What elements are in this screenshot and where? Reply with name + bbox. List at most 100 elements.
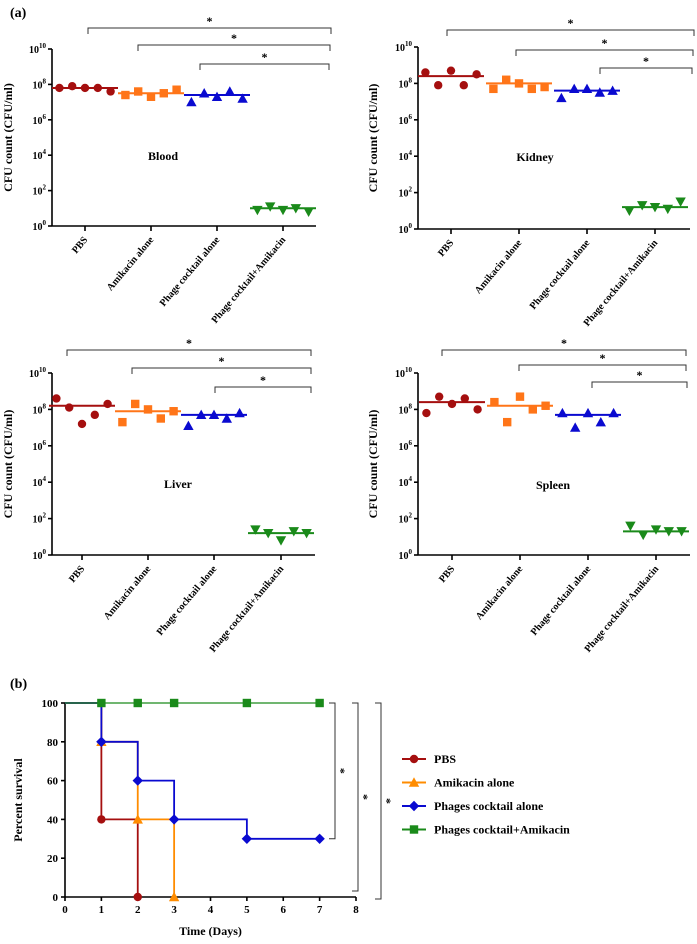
legend-marker [408, 777, 420, 787]
data-point [103, 399, 112, 409]
data-point [515, 392, 525, 401]
series-marker [314, 833, 325, 844]
y-tick-label: 100 [33, 219, 47, 233]
x-tick-label: 3 [171, 904, 177, 916]
data-point [288, 527, 299, 537]
y-tick-base: 10 [399, 152, 409, 163]
y-tick-label: 106 [399, 113, 413, 127]
x-tick-label: 5 [244, 904, 250, 916]
x-tick-label: 7 [317, 904, 323, 916]
panel-label-b: (b) [10, 677, 27, 692]
y-tick-label: 108 [399, 76, 413, 90]
data-point [211, 91, 223, 101]
x-tick-label: Phage cocktail+Amikacin [208, 564, 287, 655]
y-tick-base: 10 [33, 515, 43, 526]
significance-star: * [643, 54, 649, 68]
y-tick-exponent: 0 [409, 222, 413, 230]
y-tick-label: 1010 [29, 366, 47, 380]
y-tick-label: 102 [33, 184, 47, 198]
data-point [143, 405, 153, 414]
y-tick-exponent: 4 [409, 149, 413, 157]
data-point [527, 84, 536, 94]
legend-label: Phages cocktail alone [434, 799, 544, 813]
y-tick-label: 80 [47, 737, 59, 749]
y-tick-exponent: 8 [409, 402, 413, 410]
y-tick-label: 108 [399, 402, 413, 416]
y-tick-base: 10 [399, 79, 409, 90]
x-tick-label: Phage cocktail+Amikacin [582, 238, 661, 329]
y-tick-exponent: 6 [43, 439, 47, 447]
y-tick-base: 10 [33, 222, 43, 233]
y-tick-label: 100 [42, 698, 59, 710]
y-tick-exponent: 4 [43, 475, 47, 483]
y-tick-base: 10 [399, 478, 409, 489]
data-point [503, 417, 512, 427]
series-line [65, 702, 320, 840]
x-tick-label: 2 [135, 904, 141, 916]
y-tick-exponent: 10 [405, 40, 413, 48]
significance-star: * [380, 798, 394, 804]
series-marker [315, 698, 324, 708]
y-tick-exponent: 4 [409, 475, 413, 483]
y-tick-base: 10 [399, 225, 409, 236]
y-tick-label: 1010 [29, 42, 47, 56]
y-tick-label: 106 [399, 439, 413, 453]
data-point [250, 525, 261, 535]
significance-star: * [357, 794, 371, 800]
y-tick-base: 10 [29, 369, 39, 380]
x-tick-label: Amikacin alone [473, 237, 525, 296]
y-axis-label: CFU count (CFU/ml) [1, 83, 15, 192]
series-marker [168, 814, 180, 825]
data-point [502, 75, 511, 84]
significance-star: * [207, 14, 213, 28]
significance-bracket [518, 364, 687, 371]
y-tick-exponent: 6 [43, 113, 47, 121]
y-tick-label: 104 [399, 475, 413, 489]
y-axis-label: CFU count (CFU/ml) [366, 84, 380, 193]
y-tick-base: 10 [29, 45, 39, 56]
significance-bracket [599, 67, 693, 74]
data-point [131, 399, 140, 409]
series-marker [132, 814, 143, 824]
significance-star: * [231, 31, 237, 45]
x-axis-label: Time (Days) [179, 924, 242, 938]
y-tick-exponent: 6 [409, 439, 413, 447]
data-point [460, 394, 469, 403]
y-tick-exponent: 0 [43, 219, 47, 227]
data-point [637, 201, 648, 211]
y-axis-label: CFU count (CFU/ml) [366, 410, 380, 519]
significance-bracket [199, 63, 330, 70]
data-point [183, 420, 194, 430]
data-point [638, 530, 649, 541]
data-point [675, 197, 686, 207]
series-marker [133, 892, 142, 902]
series-marker [133, 698, 142, 708]
y-tick-exponent: 8 [409, 76, 413, 84]
x-tick-label: Amikacin alone [102, 563, 154, 622]
data-point [106, 87, 115, 96]
y-tick-base: 10 [399, 515, 409, 526]
y-tick-label: 60 [47, 776, 59, 788]
y-tick-base: 10 [33, 116, 43, 127]
x-tick-label: Amikacin alone [105, 234, 157, 293]
legend-marker [408, 800, 420, 812]
data-point [459, 81, 468, 90]
y-tick-exponent: 4 [43, 148, 47, 156]
significance-bracket [446, 29, 695, 36]
significance-star: * [262, 50, 268, 64]
y-axis-label: CFU count (CFU/ml) [1, 410, 15, 519]
y-tick-exponent: 2 [43, 184, 47, 192]
y-tick-base: 10 [33, 187, 43, 198]
y-tick-exponent: 0 [409, 548, 413, 556]
significance-star: * [600, 351, 606, 365]
y-tick-base: 10 [399, 405, 409, 416]
y-tick-exponent: 8 [43, 402, 47, 410]
x-tick-label: 1 [99, 904, 105, 916]
data-point [595, 416, 606, 427]
data-point [303, 207, 314, 218]
significance-star: * [637, 368, 643, 382]
data-point [186, 96, 197, 107]
data-point [277, 205, 289, 216]
